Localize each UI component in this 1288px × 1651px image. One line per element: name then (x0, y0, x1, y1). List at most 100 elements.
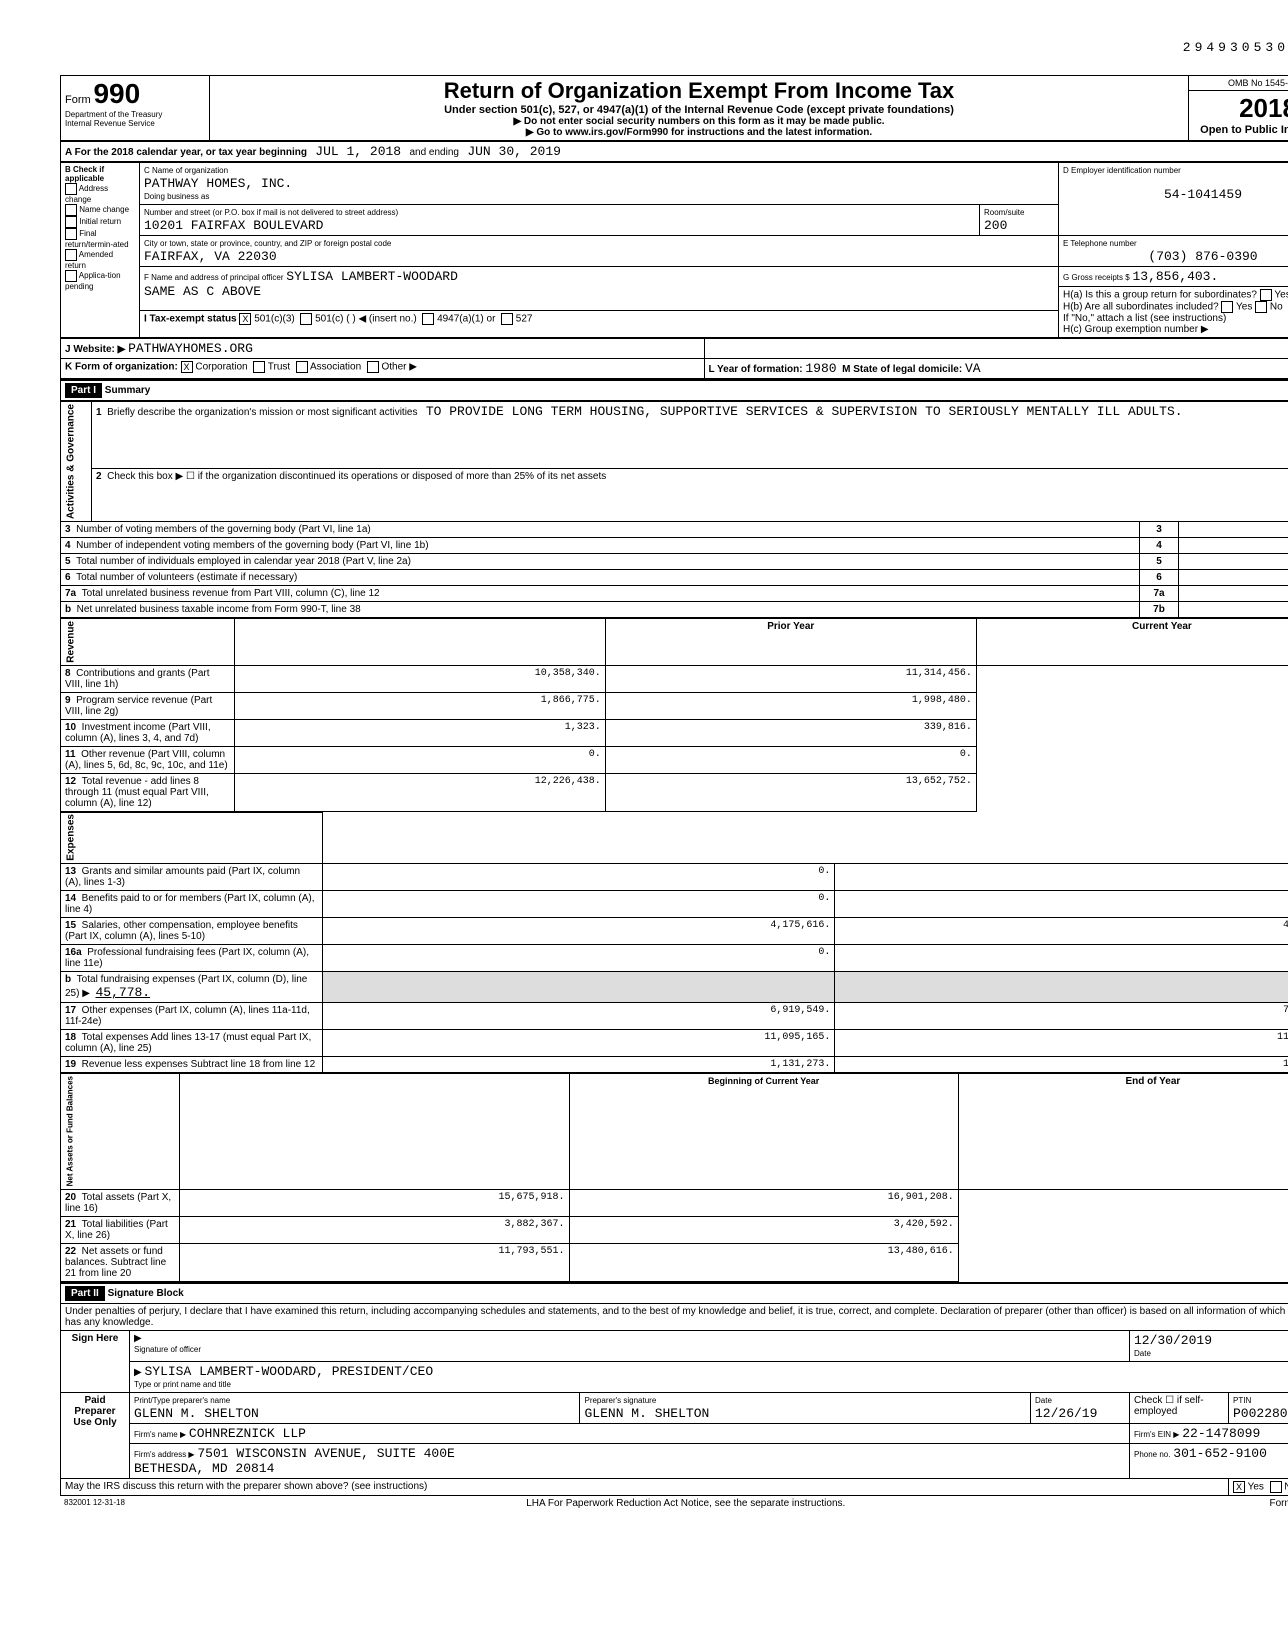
may-irs-discuss: May the IRS discuss this return with the… (61, 1478, 1229, 1495)
opt-assoc: Association (310, 362, 361, 373)
footer-form: Form 990 (2018) (1126, 1496, 1288, 1511)
form-number: 990 (93, 78, 140, 109)
partII-header: Part II (65, 1286, 105, 1301)
K-trust-checkbox[interactable] (253, 361, 265, 373)
form-header: Form 990 Department of the Treasury Inte… (60, 75, 1288, 141)
E-label: E Telephone number (1063, 239, 1137, 248)
top-barcode-number: 29493053045160 (60, 40, 1288, 55)
I-label: I Tax-exempt status (144, 314, 237, 325)
telephone: (703) 876-0390 (1063, 249, 1288, 264)
dba-label: Doing business as (144, 192, 209, 201)
I-4947-checkbox[interactable] (422, 313, 434, 325)
B-checkbox[interactable] (65, 228, 77, 240)
vert-governance: Activities & Governance (61, 402, 92, 522)
room-suite: 200 (984, 218, 1007, 233)
form-title: Return of Organization Exempt From Incom… (214, 78, 1184, 104)
partI-title: Summary (105, 385, 151, 396)
firm-name: COHNREZNICK LLP (189, 1426, 306, 1441)
paid-preparer-label: Paid Preparer Use Only (61, 1392, 130, 1478)
dept-treasury: Department of the Treasury (65, 110, 205, 119)
irs-no-checkbox[interactable] (1270, 1481, 1282, 1493)
signature-label: Signature of officer (134, 1345, 201, 1354)
form-subtitle: Under section 501(c), 527, or 4947(a)(1)… (214, 104, 1184, 116)
date-label: Date (1134, 1349, 1151, 1358)
yes-text: Yes (1248, 1481, 1264, 1492)
M-label: M State of legal domicile: (842, 364, 962, 375)
J-label: J Website: ▶ (65, 344, 125, 355)
K-label: K Form of organization: (65, 362, 178, 373)
mission-text: TO PROVIDE LONG TERM HOUSING, SUPPORTIVE… (426, 404, 1183, 419)
firm-phone: 301-652-9100 (1173, 1446, 1267, 1461)
B-checkbox[interactable] (65, 216, 77, 228)
opt-corp: Corporation (195, 362, 247, 373)
omb-number: OMB No 1545-0047 (1189, 76, 1288, 91)
Hc-label: H(c) Group exemption number ▶ (1063, 324, 1209, 335)
gross-receipts: 13,856,403. (1132, 269, 1218, 284)
irs-yes-checkbox[interactable]: X (1233, 1481, 1245, 1493)
vert-revenue: Revenue (61, 619, 235, 666)
officer-addr: SAME AS C ABOVE (144, 284, 261, 299)
city-state-zip: FAIRFAX, VA 22030 (144, 249, 277, 264)
opt-trust: Trust (268, 362, 290, 373)
date-label2: Date (1035, 1396, 1052, 1405)
I-501c-checkbox[interactable] (300, 313, 312, 325)
opt-501c: 501(c) ( ) ◀ (insert no.) (315, 314, 417, 325)
K-corp-checkbox[interactable]: X (181, 361, 193, 373)
firm-phone-label: Phone no. (1134, 1450, 1170, 1459)
F-label: F Name and address of principal officer (144, 273, 283, 282)
org-name: PATHWAY HOMES, INC. (144, 176, 292, 191)
opt-527: 527 (516, 314, 533, 325)
I-527-checkbox[interactable] (501, 313, 513, 325)
lineA-mid: and ending (409, 147, 459, 158)
no-text: No (1284, 1481, 1288, 1492)
Ha-yes-checkbox[interactable] (1260, 289, 1272, 301)
B-checkbox[interactable] (65, 204, 77, 216)
room-label: Room/suite (984, 208, 1024, 217)
website: PATHWAYHOMES.ORG (128, 341, 253, 356)
section-B: B Check if applicable Address change Nam… (61, 163, 140, 338)
street-address: 10201 FAIRFAX BOULEVARD (144, 218, 323, 233)
K-other-checkbox[interactable] (367, 361, 379, 373)
I-501c3-checkbox[interactable]: X (239, 313, 251, 325)
officer-name: SYLISA LAMBERT-WOODARD (286, 269, 458, 284)
city-label: City or town, state or province, country… (144, 239, 391, 248)
firm-ein: 22-1478099 (1182, 1426, 1260, 1441)
D-label: D Employer identification number (1063, 166, 1181, 175)
preparer-signature: GLENN M. SHELTON (584, 1406, 709, 1421)
form-arrow1: ▶ Do not enter social security numbers o… (214, 116, 1184, 127)
ein: 54-1041459 (1063, 187, 1288, 202)
col-beginning: Beginning of Current Year (569, 1074, 958, 1189)
yes-label: Yes (1274, 290, 1288, 301)
col-prior-year: Prior Year (605, 619, 976, 666)
self-employed-check: Check ☐ if self-employed (1130, 1392, 1229, 1423)
lineA-begin: JUL 1, 2018 (315, 144, 401, 159)
lineA-end: JUN 30, 2019 (467, 144, 561, 159)
firm-name-label: Firm's name ▶ (134, 1430, 186, 1439)
vert-expenses: Expenses (61, 812, 323, 864)
ptin-value: P00228007 (1233, 1406, 1288, 1421)
perjury-text: Under penalties of perjury, I declare th… (61, 1303, 1288, 1330)
ptin-label: PTIN (1233, 1396, 1251, 1405)
form-year: 2018 (1193, 93, 1288, 124)
footer-code: 832001 12-31-18 (60, 1496, 246, 1511)
addr-label: Number and street (or P.O. box if mail i… (144, 208, 398, 217)
Hb-label: H(b) Are all subordinates included? (1063, 302, 1219, 313)
Hb-no-checkbox[interactable] (1255, 301, 1267, 313)
C-label: C Name of organization (144, 166, 228, 175)
Ha-label: H(a) Is this a group return for subordin… (1063, 290, 1257, 301)
officer-print-name: SYLISA LAMBERT-WOODARD, PRESIDENT/CEO (144, 1364, 433, 1379)
state-domicile: VA (965, 361, 981, 376)
sign-date: 12/30/2019 (1134, 1333, 1212, 1348)
sign-here-label: Sign Here (61, 1330, 130, 1392)
prep-sig-label: Preparer's signature (584, 1396, 656, 1405)
Hb-yes-checkbox[interactable] (1221, 301, 1233, 313)
B-checkbox[interactable] (65, 183, 77, 195)
form-label: Form (65, 94, 91, 106)
lineA-label: A For the 2018 calendar year, or tax yea… (65, 147, 307, 158)
col-current-year: Current Year (976, 619, 1288, 666)
B-checkbox[interactable] (65, 270, 77, 282)
partI-header: Part I (65, 383, 102, 398)
open-inspection: Open to Public Inspection (1193, 124, 1288, 136)
B-checkbox[interactable] (65, 249, 77, 261)
K-assoc-checkbox[interactable] (296, 361, 308, 373)
